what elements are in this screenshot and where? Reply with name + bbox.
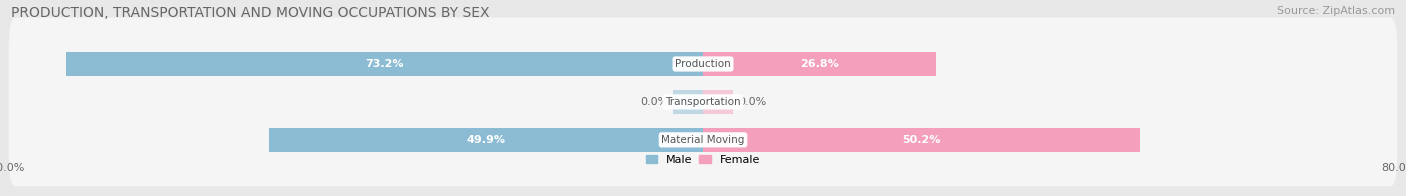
Text: 0.0%: 0.0% bbox=[738, 97, 766, 107]
Legend: Male, Female: Male, Female bbox=[647, 155, 759, 165]
Bar bbox=[703, 52, 936, 76]
Text: PRODUCTION, TRANSPORTATION AND MOVING OCCUPATIONS BY SEX: PRODUCTION, TRANSPORTATION AND MOVING OC… bbox=[11, 6, 489, 20]
Bar bbox=[66, 52, 703, 76]
FancyBboxPatch shape bbox=[8, 55, 1398, 148]
Text: 26.8%: 26.8% bbox=[800, 59, 839, 69]
Text: Transportation: Transportation bbox=[665, 97, 741, 107]
FancyBboxPatch shape bbox=[8, 17, 1398, 111]
Text: Material Moving: Material Moving bbox=[661, 135, 745, 145]
Text: 73.2%: 73.2% bbox=[366, 59, 404, 69]
Text: 49.9%: 49.9% bbox=[467, 135, 505, 145]
Bar bbox=[269, 128, 703, 152]
Bar bbox=[672, 90, 703, 114]
Text: Source: ZipAtlas.com: Source: ZipAtlas.com bbox=[1277, 6, 1395, 16]
Text: 0.0%: 0.0% bbox=[640, 97, 668, 107]
Bar bbox=[703, 90, 734, 114]
FancyBboxPatch shape bbox=[8, 93, 1398, 186]
Text: Production: Production bbox=[675, 59, 731, 69]
Bar bbox=[703, 128, 1140, 152]
Text: 50.2%: 50.2% bbox=[903, 135, 941, 145]
